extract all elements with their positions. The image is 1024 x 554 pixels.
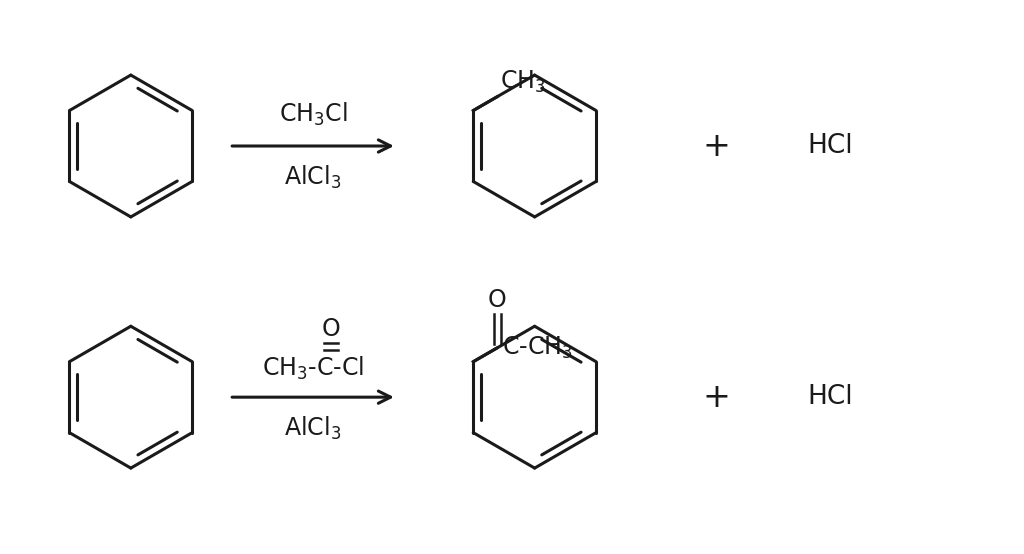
Text: HCl: HCl [807,133,853,159]
Text: O: O [322,317,340,341]
Text: CH$_3$-C-Cl: CH$_3$-C-Cl [262,355,365,382]
Text: O: O [487,289,507,312]
Text: AlCl$_3$: AlCl$_3$ [285,415,342,442]
Text: HCl: HCl [807,384,853,410]
Text: +: + [702,130,731,162]
Text: C-CH$_3$: C-CH$_3$ [502,335,572,361]
Text: +: + [702,381,731,414]
Text: AlCl$_3$: AlCl$_3$ [285,164,342,191]
Text: CH$_3$Cl: CH$_3$Cl [279,101,347,129]
Text: CH$_3$: CH$_3$ [500,69,546,95]
